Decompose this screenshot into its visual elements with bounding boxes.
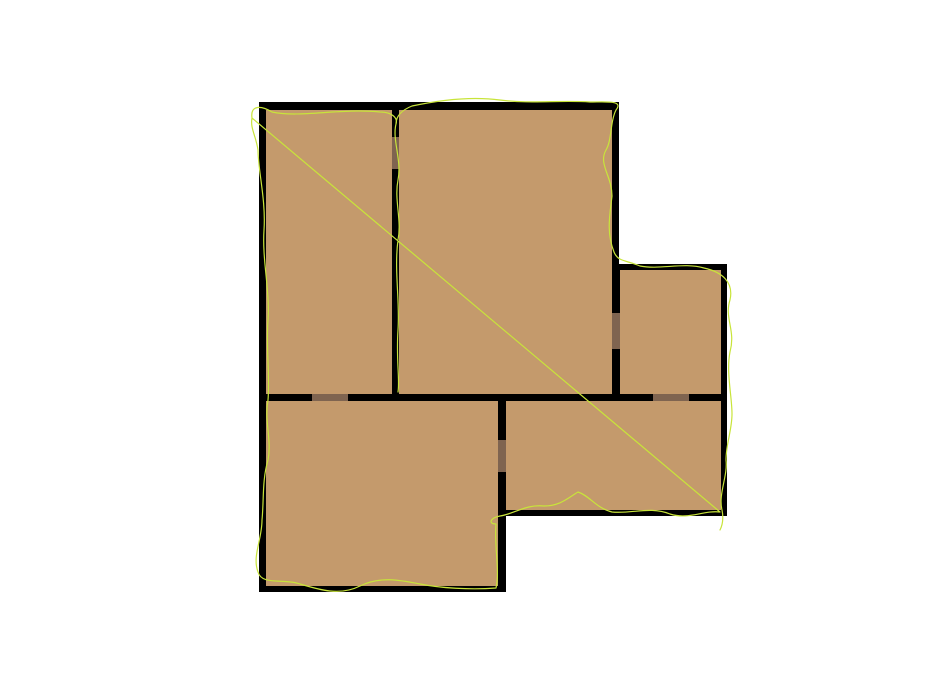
room-top-left <box>266 110 392 394</box>
doors <box>312 137 689 472</box>
door-top-left-to-top-middle <box>392 137 399 169</box>
room-right-small <box>620 270 721 394</box>
door-bottom-left-to-bottom-right <box>498 440 506 472</box>
room-bottom-right <box>506 401 721 510</box>
room-top-middle <box>399 110 612 394</box>
door-top-left-to-bottom-left <box>312 394 348 401</box>
outline-path <box>251 97 733 592</box>
door-top-middle-to-right-small <box>612 313 620 349</box>
door-right-small-to-bottom-right <box>653 394 689 401</box>
room-bottom-left <box>266 401 498 586</box>
hand-drawn-outline <box>251 97 733 592</box>
floors <box>266 110 721 586</box>
